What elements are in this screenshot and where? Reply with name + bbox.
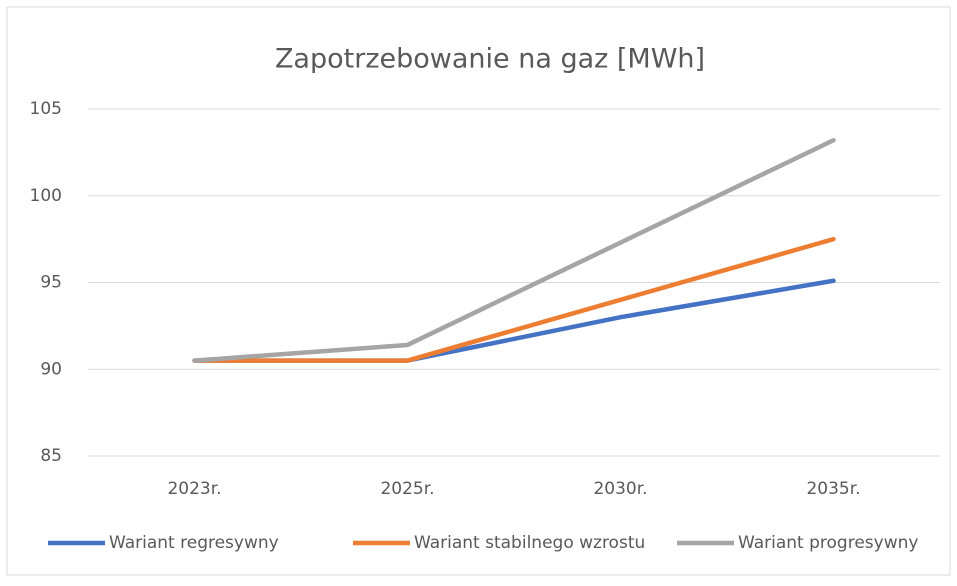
series-line xyxy=(192,137,836,363)
x-tick-label: 2035r. xyxy=(806,479,860,499)
x-tick-label: 2025r. xyxy=(380,479,434,499)
x-tick-label: 2023r. xyxy=(167,479,221,499)
y-tick-label: 100 xyxy=(30,186,62,206)
y-tick-label: 90 xyxy=(40,359,62,379)
x-tick-label: 2030r. xyxy=(593,479,647,499)
y-tick-label: 95 xyxy=(40,273,62,293)
y-tick-label: 105 xyxy=(30,99,62,119)
legend-label: Wariant stabilnego wzrostu xyxy=(414,533,645,553)
series-line xyxy=(192,236,836,363)
legend-label: Wariant regresywny xyxy=(109,533,279,553)
legend-label: Wariant progresywny xyxy=(738,533,918,553)
chart-title: Zapotrzebowanie na gaz [MWh] xyxy=(275,44,705,75)
chart-frame xyxy=(6,6,951,576)
y-tick-label: 85 xyxy=(40,446,62,466)
